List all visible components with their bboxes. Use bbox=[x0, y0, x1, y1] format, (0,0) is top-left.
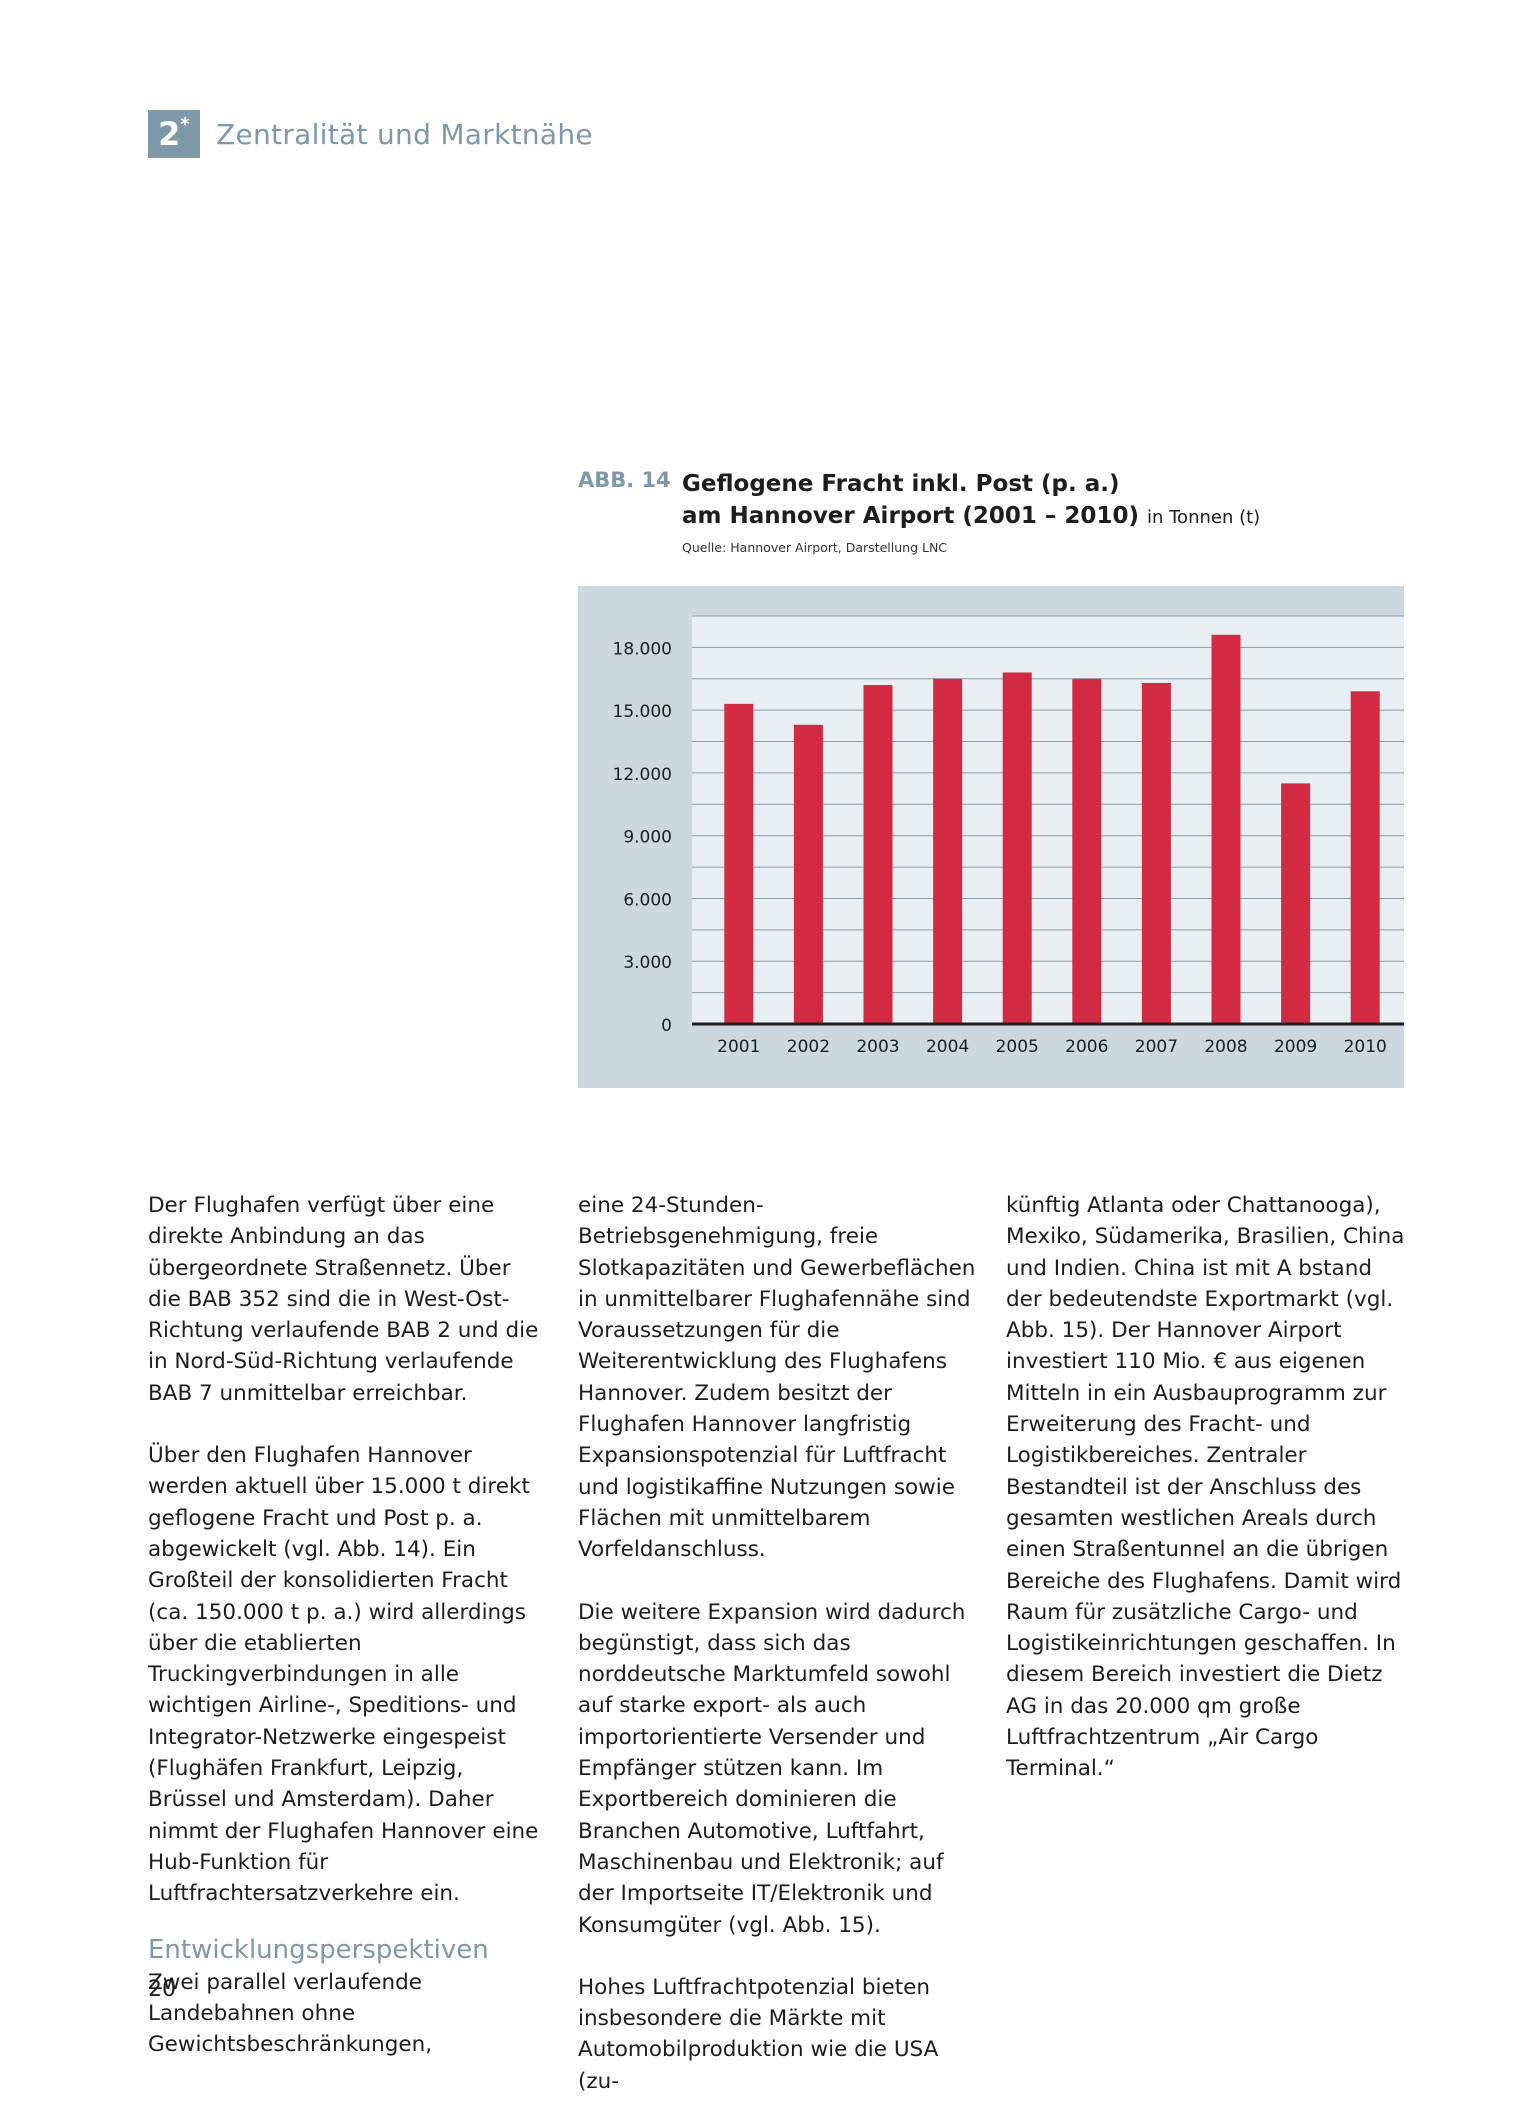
paragraph: künftig Atlanta oder Chattanooga), Mexik… bbox=[1006, 1193, 1405, 1782]
figure-source: Quelle: Hannover Airport, Darstellung LN… bbox=[682, 540, 948, 555]
bar bbox=[1002, 672, 1032, 1024]
y-tick-label: 3.000 bbox=[623, 953, 672, 973]
bar bbox=[1350, 691, 1380, 1024]
paragraph: Über den Flughafen Hannover werden aktue… bbox=[148, 1443, 539, 1907]
y-tick-label: 0 bbox=[661, 1016, 672, 1036]
bar-chart: 0 3.000 6.000 9.000 12.000 15.000 18.000 2001 20… bbox=[578, 586, 1404, 1088]
bar bbox=[863, 685, 893, 1024]
text-column-3: künftig Atlanta oder Chattanooga), Mexik… bbox=[1006, 1190, 1406, 1816]
paragraph: Zwei parallel verlaufende Landebahnen oh… bbox=[148, 1969, 433, 2058]
page-number: 20 bbox=[148, 1977, 176, 2002]
x-tick-label: 2001 bbox=[717, 1037, 760, 1057]
bar-chart-svg: 0 3.000 6.000 9.000 12.000 15.000 18.000 2001 20… bbox=[613, 615, 1404, 1057]
chapter-title: Zentralität und Marktnähe bbox=[216, 117, 593, 151]
figure-label: ABB. 14 bbox=[578, 468, 671, 492]
paragraph: Hohes Luftfrachtpotenzial bieten insbeso… bbox=[578, 1974, 939, 2094]
y-tick-label: 9.000 bbox=[623, 828, 672, 848]
section-heading: Entwicklungsperspektiven bbox=[148, 1934, 489, 1965]
y-tick-label: 6.000 bbox=[623, 890, 672, 910]
chapter-number-badge: 2 * bbox=[148, 110, 200, 158]
y-tick-label: 15.000 bbox=[613, 702, 672, 722]
x-tick-label: 2006 bbox=[1065, 1037, 1108, 1057]
paragraph: Der Flughafen verfügt über eine direkte … bbox=[148, 1193, 539, 1406]
bar bbox=[933, 678, 963, 1024]
chapter-star: * bbox=[180, 113, 190, 135]
figure-title-line2: am Hannover Airport (2001 – 2010) bbox=[682, 503, 1139, 529]
chapter-number: 2 bbox=[158, 115, 181, 153]
x-tick-label: 2010 bbox=[1344, 1037, 1387, 1057]
bar bbox=[1211, 634, 1241, 1024]
y-tick-label: 12.000 bbox=[613, 765, 672, 785]
x-tick-label: 2007 bbox=[1135, 1037, 1178, 1057]
figure-title: Geflogene Fracht inkl. Post (p. a.) am H… bbox=[682, 468, 1260, 534]
figure-title-line1: Geflogene Fracht inkl. Post (p. a.) bbox=[682, 471, 1120, 497]
y-tick-label: 18.000 bbox=[613, 639, 672, 659]
chapter-header: 2 * Zentralität und Marktnähe bbox=[148, 110, 593, 158]
figure-unit: in Tonnen (t) bbox=[1146, 507, 1261, 528]
x-tick-label: 2003 bbox=[856, 1037, 899, 1057]
bar bbox=[1141, 682, 1171, 1024]
paragraph: Die weitere Expansion wird dadurch begün… bbox=[578, 1599, 966, 1938]
text-column-1: Der Flughafen verfügt über eine direkte … bbox=[148, 1190, 548, 2091]
bar bbox=[1281, 783, 1311, 1024]
x-tick-label: 2002 bbox=[787, 1037, 830, 1057]
x-tick-label: 2005 bbox=[996, 1037, 1039, 1057]
bar bbox=[1072, 678, 1102, 1024]
x-tick-label: 2008 bbox=[1204, 1037, 1247, 1057]
x-tick-label: 2009 bbox=[1274, 1037, 1317, 1057]
paragraph: eine 24-Stunden-Betriebsgenehmigung, fre… bbox=[578, 1193, 976, 1563]
text-column-2: eine 24-Stunden-Betriebsgenehmigung, fre… bbox=[578, 1190, 978, 2128]
bar bbox=[724, 703, 754, 1024]
x-tick-label: 2004 bbox=[926, 1037, 969, 1057]
bar bbox=[793, 724, 823, 1024]
